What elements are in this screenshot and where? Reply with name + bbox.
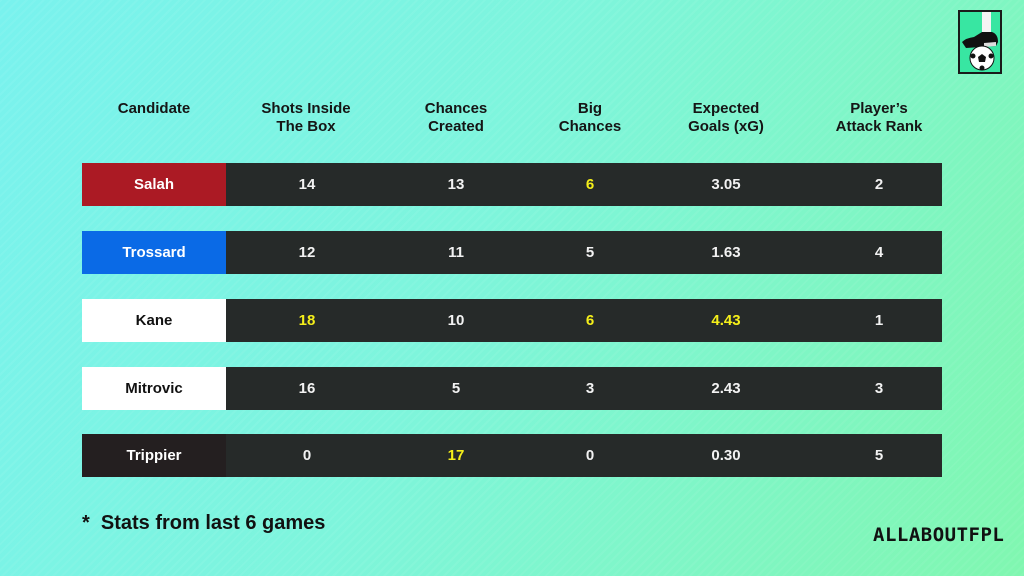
xg-value: 1.63 bbox=[711, 244, 741, 261]
chances-value: 5 bbox=[451, 380, 461, 397]
header-label: Attack Rank bbox=[835, 118, 923, 135]
big-chances-value: 0 bbox=[585, 447, 595, 464]
xg-value: 3.05 bbox=[711, 176, 741, 193]
header-label: Goals (xG) bbox=[688, 118, 764, 135]
header-candidate: Candidate bbox=[82, 100, 226, 118]
rank-value: 3 bbox=[874, 380, 884, 397]
header-attack-rank: Player’s Attack Rank bbox=[819, 100, 939, 136]
header-chances-created: Chances Created bbox=[396, 100, 516, 136]
stats-bar: 18 10 6 4.43 1 bbox=[226, 299, 942, 342]
shots-value: 14 bbox=[298, 176, 316, 193]
rank-value: 2 bbox=[874, 176, 884, 193]
stats-bar: 0 17 0 0.30 5 bbox=[226, 434, 942, 477]
header-label: Shots Inside bbox=[261, 100, 351, 117]
header-label: Created bbox=[428, 118, 484, 135]
header-label: Candidate bbox=[117, 100, 191, 117]
xg-value: 2.43 bbox=[711, 380, 741, 397]
candidate-name: Trossard bbox=[82, 231, 226, 274]
header-label: Player’s bbox=[850, 100, 908, 117]
table-row: Kane 18 10 6 4.43 1 bbox=[82, 299, 942, 342]
chances-value: 13 bbox=[447, 176, 465, 193]
big-chances-value: 6 bbox=[585, 312, 595, 329]
candidate-name: Trippier bbox=[82, 434, 226, 477]
table-row: Salah 14 13 6 3.05 2 bbox=[82, 163, 942, 206]
table-row: Mitrovic 16 5 3 2.43 3 bbox=[82, 367, 942, 410]
header-label: The Box bbox=[276, 118, 336, 135]
chances-value: 17 bbox=[447, 447, 465, 464]
football-boot-ball-icon bbox=[958, 10, 1002, 74]
candidate-name: Salah bbox=[82, 163, 226, 206]
big-chances-value: 3 bbox=[585, 380, 595, 397]
shots-value: 16 bbox=[298, 380, 316, 397]
shots-value: 0 bbox=[302, 447, 312, 464]
xg-value: 0.30 bbox=[711, 447, 741, 464]
header-expected-goals: Expected Goals (xG) bbox=[666, 100, 786, 136]
table-header: Candidate Shots Inside The Box Chances Cre… bbox=[82, 100, 942, 140]
candidate-name: Kane bbox=[82, 299, 226, 342]
big-chances-value: 5 bbox=[585, 244, 595, 261]
stats-bar: 12 11 5 1.63 4 bbox=[226, 231, 942, 274]
header-label: Chances bbox=[424, 100, 488, 117]
stats-bar: 14 13 6 3.05 2 bbox=[226, 163, 942, 206]
header-label: Expected bbox=[692, 100, 760, 117]
table-row: Trippier 0 17 0 0.30 5 bbox=[82, 434, 942, 477]
stats-bar: 16 5 3 2.43 3 bbox=[226, 367, 942, 410]
table-row: Trossard 12 11 5 1.63 4 bbox=[82, 231, 942, 274]
header-label: Chances bbox=[558, 118, 622, 135]
rank-value: 1 bbox=[874, 312, 884, 329]
header-shots-inside-box: Shots Inside The Box bbox=[246, 100, 366, 136]
chances-value: 11 bbox=[448, 244, 464, 261]
chances-value: 10 bbox=[447, 312, 465, 329]
brand-logo-text: ALLABOUTFPL bbox=[873, 524, 1005, 546]
footnote: * Stats from last 6 games bbox=[82, 512, 326, 534]
shots-value: 12 bbox=[298, 244, 316, 261]
rank-value: 4 bbox=[874, 244, 884, 261]
header-big-chances: Big Chances bbox=[530, 100, 650, 136]
rank-value: 5 bbox=[874, 447, 884, 464]
shots-value: 18 bbox=[298, 312, 316, 329]
xg-value: 4.43 bbox=[711, 312, 741, 329]
candidate-name: Mitrovic bbox=[82, 367, 226, 410]
header-label: Big bbox=[577, 100, 603, 117]
big-chances-value: 6 bbox=[585, 176, 595, 193]
